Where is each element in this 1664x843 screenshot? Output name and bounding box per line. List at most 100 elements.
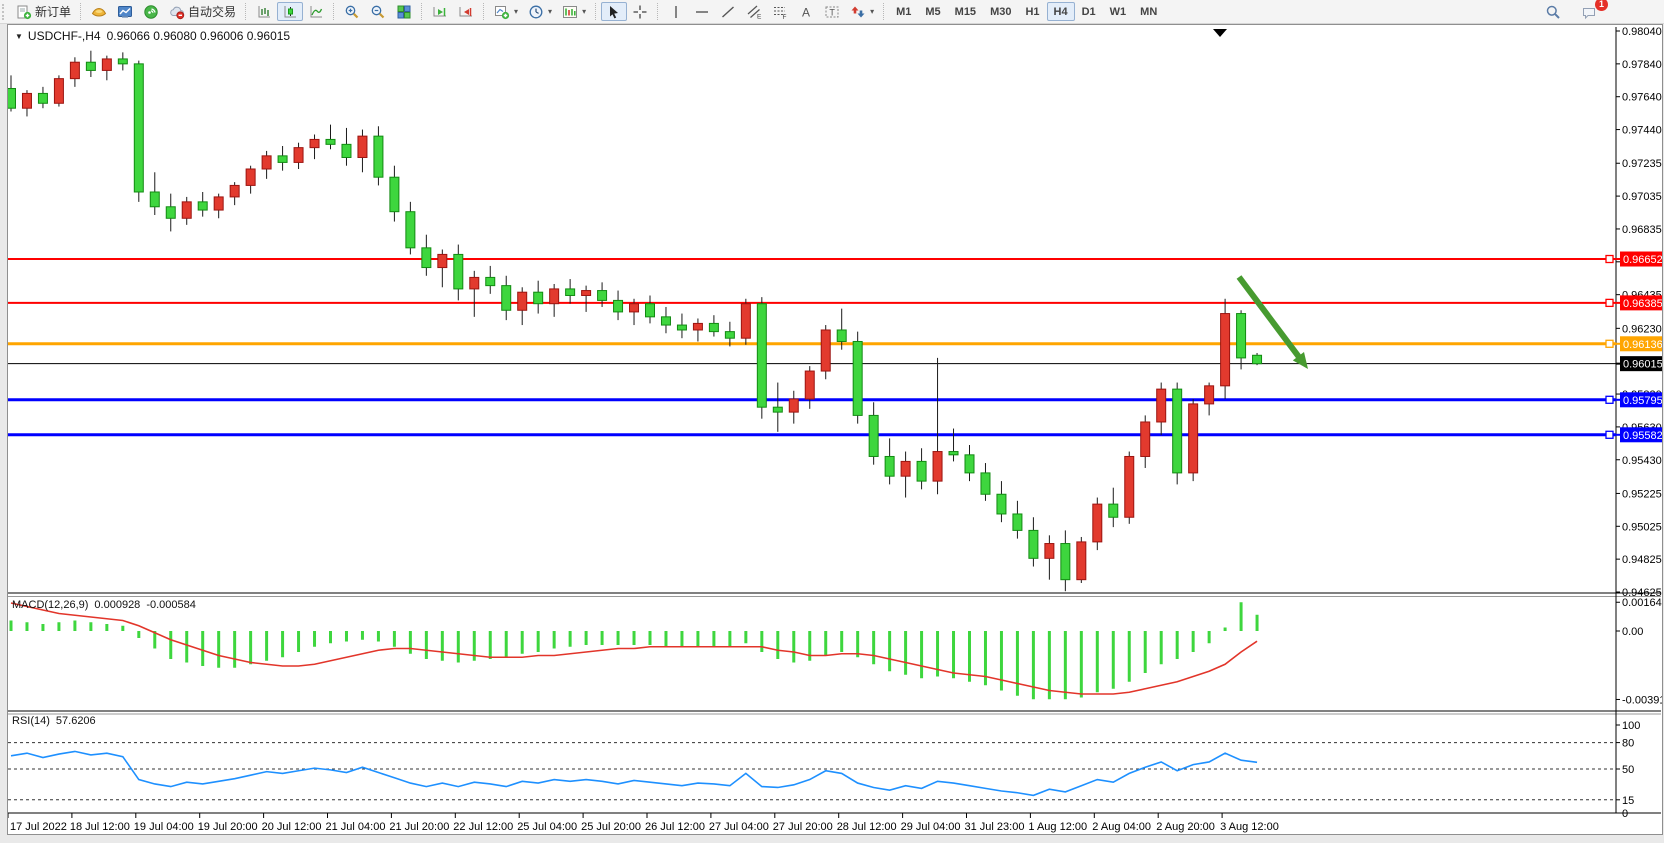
symbol-dropdown-triangle[interactable]: ▼ bbox=[15, 32, 23, 41]
svg-text:T: T bbox=[829, 7, 835, 17]
svg-text:2 Aug 04:00: 2 Aug 04:00 bbox=[1092, 821, 1151, 833]
chart-shift-button[interactable] bbox=[453, 2, 479, 21]
timeframe-button-D1[interactable]: D1 bbox=[1081, 5, 1096, 18]
svg-text:0.97840: 0.97840 bbox=[1622, 59, 1662, 71]
bar-chart-type-icon bbox=[258, 5, 271, 17]
separator bbox=[483, 3, 485, 20]
rsi-axis[interactable]: 100 80 50 150 bbox=[1616, 720, 1640, 820]
bar-chart-type-button[interactable] bbox=[251, 2, 277, 21]
hline-0.95795[interactable] bbox=[8, 395, 1616, 404]
svg-text:0.97640: 0.97640 bbox=[1622, 92, 1662, 104]
notifications-button[interactable]: 1 bbox=[1576, 0, 1608, 21]
signal-button[interactable] bbox=[138, 2, 164, 21]
add-indicator-icon bbox=[495, 5, 510, 19]
text-label-icon: T bbox=[825, 6, 839, 17]
chart-canvas[interactable]: 0.98040 0.97840 0.97640 0.97440 0.97235 0.970… bbox=[8, 25, 1662, 834]
candlestick-type-button[interactable] bbox=[277, 2, 304, 21]
timeframe-button-M15[interactable]: M15 bbox=[954, 5, 977, 18]
svg-text:E: E bbox=[757, 13, 762, 20]
macd-signal-value: -0.000584 bbox=[146, 599, 196, 611]
svg-text:19 Jul 04:00: 19 Jul 04:00 bbox=[134, 821, 194, 833]
macd-axis[interactable]: 0.001643 0.00 -0.003912 bbox=[1616, 597, 1662, 706]
search-button[interactable] bbox=[1540, 2, 1566, 21]
chart-window: 0.98040 0.97840 0.97640 0.97440 0.97235 0.970… bbox=[7, 24, 1663, 835]
ohlc-values: 0.96066 0.96080 0.96006 0.96015 bbox=[106, 29, 291, 43]
line-chart-type-icon bbox=[310, 5, 323, 17]
chart-title: ▼ USDCHF-,H4 0.96066 0.96080 0.96006 0.960… bbox=[15, 29, 290, 43]
timeframe-button-H1[interactable]: H1 bbox=[1025, 5, 1040, 18]
fibonacci-icon: F bbox=[774, 6, 787, 20]
crosshair-button[interactable] bbox=[627, 2, 653, 21]
trendline-button[interactable] bbox=[715, 2, 741, 21]
svg-text:0: 0 bbox=[1622, 808, 1628, 820]
notifications-icon bbox=[1583, 7, 1595, 19]
new-order-button[interactable]: 新订单 bbox=[11, 2, 76, 21]
text-button[interactable]: A bbox=[793, 2, 819, 21]
cursor-button[interactable] bbox=[601, 2, 628, 21]
separator bbox=[657, 3, 659, 20]
svg-text:0.95795: 0.95795 bbox=[1623, 395, 1662, 407]
horizontal-line-button[interactable] bbox=[689, 2, 715, 21]
toolbar-grip[interactable] bbox=[2, 3, 9, 20]
rsi-name: RSI(14) bbox=[12, 715, 50, 727]
hline-0.96652[interactable] bbox=[8, 254, 1616, 264]
trend-arrow[interactable] bbox=[1236, 275, 1308, 369]
fibonacci-button[interactable]: F bbox=[767, 2, 793, 21]
hline-0.96385[interactable] bbox=[8, 298, 1616, 308]
period-clock-button[interactable]: ▾ bbox=[523, 2, 557, 21]
hline-0.95582[interactable] bbox=[8, 430, 1616, 439]
svg-text:31 Jul 23:00: 31 Jul 23:00 bbox=[965, 821, 1025, 833]
svg-text:0.95430: 0.95430 bbox=[1622, 455, 1662, 467]
macd-name: MACD(12,26,9) bbox=[12, 599, 89, 611]
svg-text:20 Jul 12:00: 20 Jul 12:00 bbox=[262, 821, 322, 833]
timeframe-button-H4[interactable]: H4 bbox=[1046, 2, 1075, 21]
zoom-in-button[interactable] bbox=[339, 2, 365, 21]
time-axis[interactable]: 17 Jul 2022 18 Jul 12:00 19 Jul 04:00 19 Ju… bbox=[8, 813, 1279, 833]
timeframe-button-MN[interactable]: MN bbox=[1140, 5, 1158, 18]
auto-scroll-icon bbox=[433, 6, 447, 16]
tile-windows-icon bbox=[397, 5, 411, 18]
svg-text:0.001643: 0.001643 bbox=[1622, 597, 1662, 609]
separator bbox=[333, 3, 335, 20]
separator bbox=[80, 3, 82, 20]
chart-shift-icon bbox=[459, 6, 473, 16]
hline-0.96136[interactable] bbox=[8, 339, 1616, 348]
svg-text:100: 100 bbox=[1622, 720, 1640, 732]
market-watch-button[interactable] bbox=[112, 2, 138, 21]
tile-windows-button[interactable] bbox=[391, 2, 417, 21]
timeframe-button-M1[interactable]: M1 bbox=[896, 5, 912, 18]
template-button[interactable]: ▾ bbox=[557, 2, 591, 21]
svg-text:0.96136: 0.96136 bbox=[1623, 339, 1662, 351]
svg-text:17 Jul 2022: 17 Jul 2022 bbox=[10, 821, 67, 833]
arrows-button[interactable]: ▾ bbox=[845, 2, 879, 21]
vertical-line-button[interactable] bbox=[663, 2, 689, 21]
svg-text:19 Jul 20:00: 19 Jul 20:00 bbox=[198, 821, 258, 833]
trendline-icon bbox=[722, 5, 735, 18]
zoom-out-button[interactable] bbox=[365, 2, 391, 21]
svg-text:15: 15 bbox=[1622, 795, 1634, 807]
timeframe-button-M5[interactable]: M5 bbox=[925, 5, 941, 18]
price-line-labels: 0.96652 0.96385 0.96136 0.96015 0.95795 0.955… bbox=[1616, 251, 1662, 443]
new-order-label: 新订单 bbox=[35, 5, 72, 19]
timeframe-button-W1[interactable]: W1 bbox=[1109, 5, 1127, 18]
add-indicator-button[interactable]: ▾ bbox=[489, 2, 523, 21]
svg-text:0.96652: 0.96652 bbox=[1623, 254, 1662, 266]
rsi-value: 57.6206 bbox=[55, 715, 96, 727]
signal-icon bbox=[144, 4, 158, 19]
chart-shift-marker[interactable] bbox=[1213, 29, 1227, 37]
equidistant-channel-button[interactable]: E bbox=[741, 2, 767, 21]
svg-text:0.95225: 0.95225 bbox=[1622, 488, 1662, 500]
text-label-button[interactable]: T bbox=[819, 2, 845, 21]
separator bbox=[595, 3, 597, 20]
gold-ingot-button[interactable] bbox=[86, 2, 112, 21]
line-chart-type-button[interactable] bbox=[303, 2, 329, 21]
price-axis[interactable]: 0.98040 0.97840 0.97640 0.97440 0.97235 0.970… bbox=[1616, 26, 1662, 599]
vertical-line-icon bbox=[675, 5, 677, 18]
timeframe-button-M30[interactable]: M30 bbox=[990, 5, 1012, 18]
rsi-line bbox=[10, 750, 1258, 797]
macd-indicator-label: MACD(12,26,9) 0.000928 -0.000584 bbox=[12, 599, 196, 611]
svg-text:0.00: 0.00 bbox=[1622, 626, 1643, 638]
svg-text:0.96835: 0.96835 bbox=[1622, 224, 1662, 236]
auto-scroll-button[interactable] bbox=[427, 2, 453, 21]
autotrading-button[interactable]: 自动交易 bbox=[164, 2, 241, 21]
